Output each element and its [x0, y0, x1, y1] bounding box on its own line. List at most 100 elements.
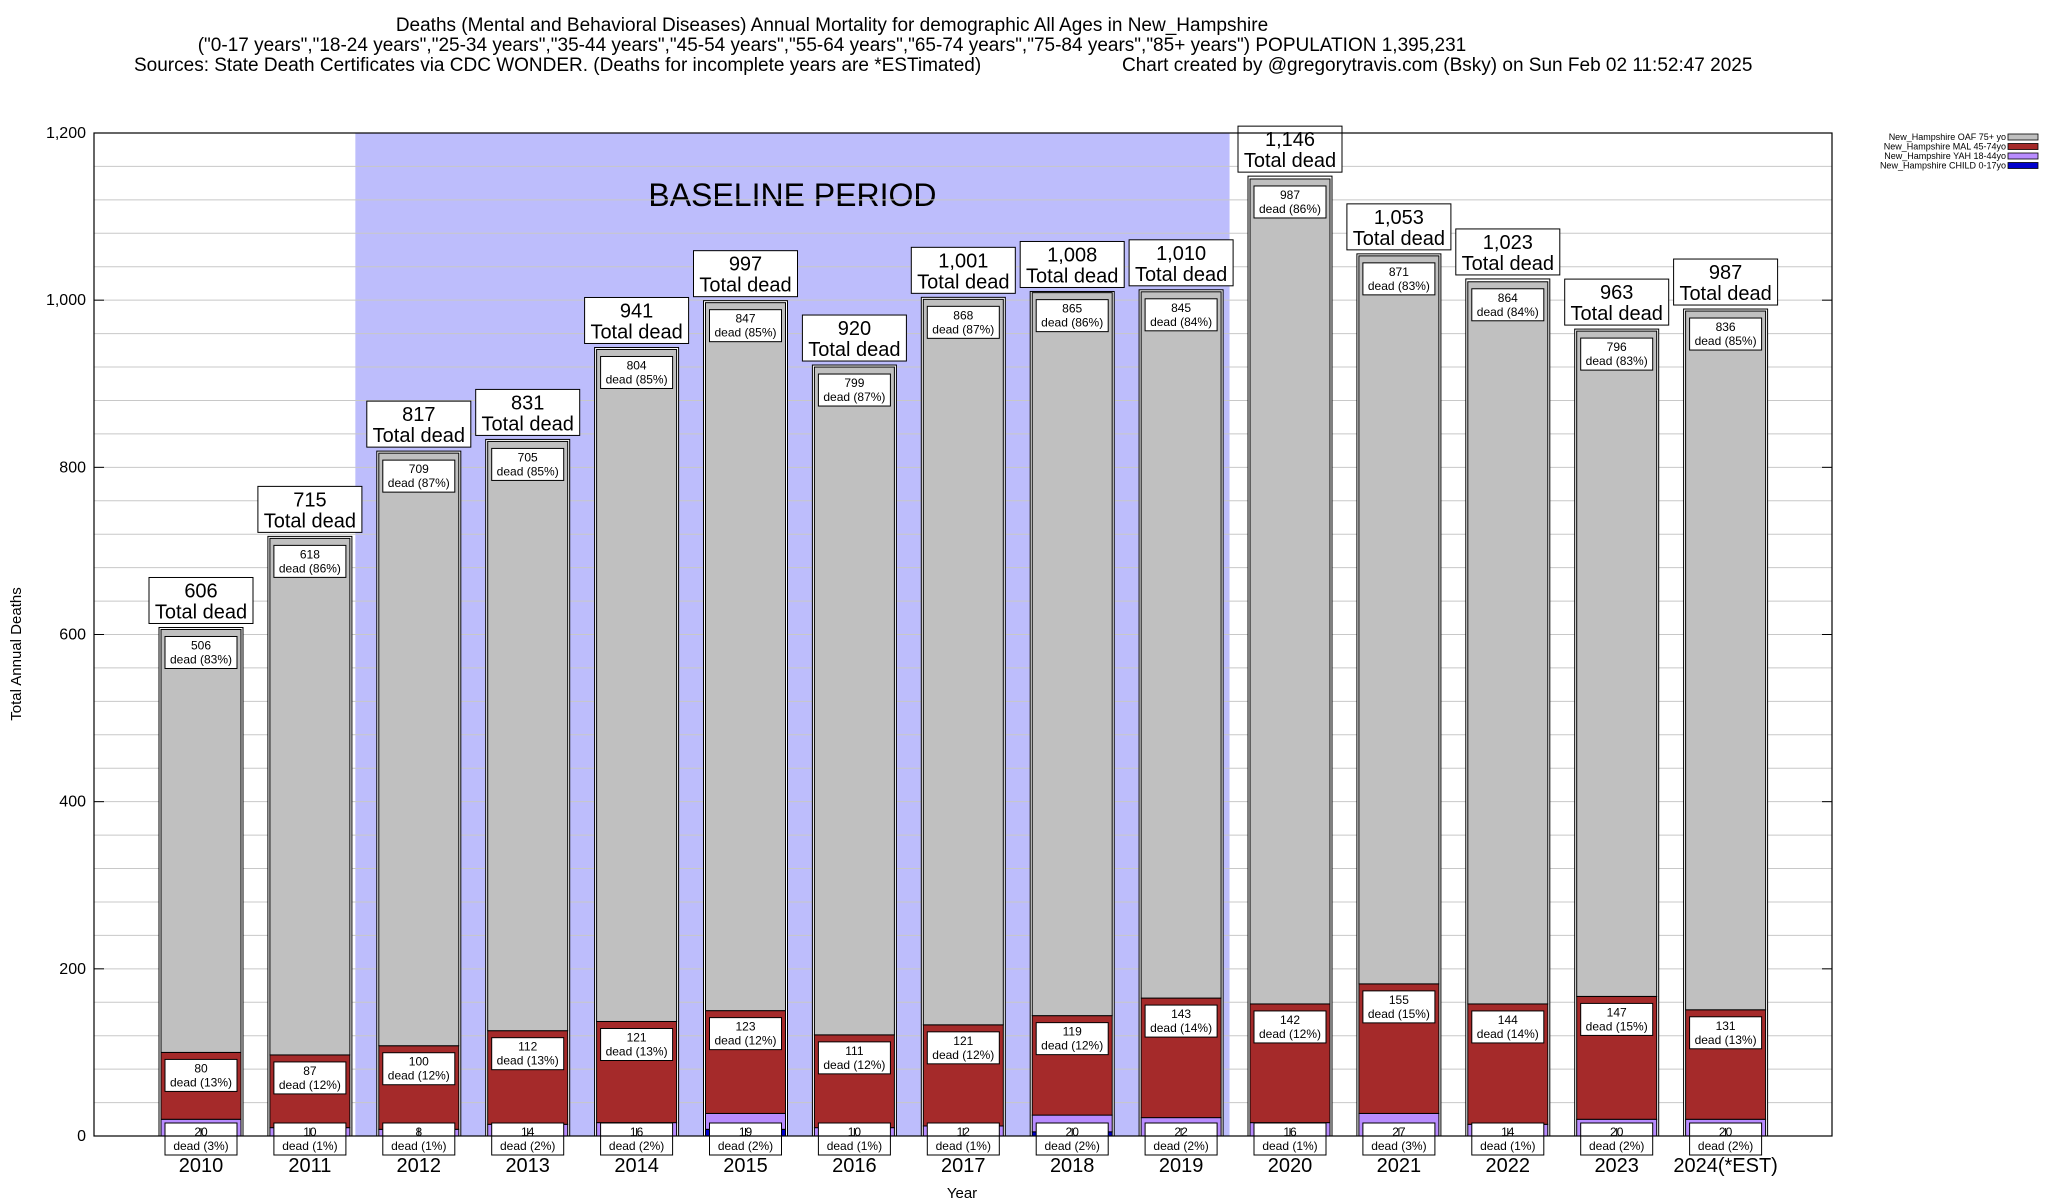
- segment-label-percent: dead (12%): [1041, 1039, 1103, 1053]
- total-label-box: [801, 314, 907, 362]
- total-label-value: 920: [838, 318, 871, 340]
- segment-label-percent: dead (2%): [609, 1139, 664, 1153]
- segment-label-percent: dead (1%): [936, 1139, 991, 1153]
- segment-label-percent: dead (2%): [1698, 1139, 1753, 1153]
- plot-area: BASELINE PERIOD 0 200 400 600 800 1,000 1,200 20…: [46, 125, 1833, 1177]
- segment-label-percent: dead (2%): [1589, 1139, 1644, 1153]
- legend-swatch: [2007, 133, 2039, 141]
- x-tick-label: 2018: [1050, 1155, 1095, 1177]
- segment-label-value: 506: [191, 638, 211, 652]
- segment-label-box: [1471, 288, 1545, 322]
- chart-title: Deaths (Mental and Behavioral Diseases) …: [134, 15, 1752, 76]
- total-label-box: [1128, 239, 1234, 287]
- segment-label-percent: dead (86%): [1041, 316, 1103, 330]
- segment-label-value: 80: [194, 1061, 208, 1075]
- x-tick-label: 2013: [505, 1155, 550, 1177]
- total-label-box: [1564, 278, 1670, 326]
- segment-label-percent: dead (85%): [1695, 334, 1757, 348]
- segment-label-box: [1253, 1010, 1327, 1044]
- segment-label-percent: dead (12%): [714, 1034, 776, 1048]
- segment-label-value: 705: [518, 450, 538, 464]
- segment-label-percent: dead (83%): [1586, 354, 1648, 368]
- segment-label-value: 709: [409, 462, 429, 476]
- x-tick-label: 2016: [832, 1155, 877, 1177]
- segment-label-value: 871: [1389, 265, 1409, 279]
- segment-label-percent: dead (2%): [718, 1139, 773, 1153]
- segment-label-percent: dead (87%): [932, 322, 994, 336]
- title-line-1: Deaths (Mental and Behavioral Diseases) …: [396, 15, 1268, 36]
- segment-label-percent: dead (85%): [606, 372, 668, 386]
- bar-segment: [922, 298, 1004, 1026]
- segment-label-value: 799: [844, 376, 864, 390]
- segment-label-box: [164, 1058, 238, 1092]
- segment-label-box: [926, 305, 1000, 339]
- x-tick-label: 2021: [1377, 1155, 1422, 1177]
- total-label-box: [1673, 258, 1779, 306]
- x-tick-label: 2017: [941, 1155, 986, 1177]
- segment-label-percent: dead (86%): [279, 561, 341, 575]
- segment-label-value: 864: [1498, 291, 1518, 305]
- legend-swatch: [2007, 152, 2039, 160]
- segment-label-percent: dead (13%): [497, 1054, 559, 1068]
- segment-label-value: 144: [1498, 1013, 1518, 1027]
- total-label-caption: Total dead: [1679, 283, 1771, 305]
- total-label-box: [1237, 125, 1343, 173]
- total-label-caption: Total dead: [1026, 265, 1118, 287]
- total-label-box: [1019, 240, 1125, 288]
- x-tick-label: 2023: [1594, 1155, 1639, 1177]
- bar-segment: [1249, 178, 1331, 1005]
- segment-label-value: 618: [300, 547, 320, 561]
- segment-label-box: [1144, 1004, 1218, 1038]
- x-axis-label: Year: [947, 1185, 977, 1200]
- legend-swatch: [2007, 143, 2039, 150]
- total-label-value: 997: [729, 254, 762, 276]
- segment-label-percent: dead (15%): [1586, 1019, 1648, 1033]
- bar-segment: [269, 537, 351, 1056]
- segment-label-percent: dead (87%): [388, 476, 450, 490]
- segment-label-value: 142: [1280, 1013, 1300, 1027]
- segment-label-percent: dead (84%): [1150, 315, 1212, 329]
- y-axis-label: Total Annual Deaths: [8, 587, 25, 720]
- segment-label-box: [1689, 1016, 1763, 1050]
- bar-segment: [1140, 291, 1222, 999]
- segment-label-percent: dead (2%): [1045, 1139, 1100, 1153]
- x-tick-label: 2024(*EST): [1673, 1155, 1778, 1177]
- segment-label-percent: dead (83%): [1368, 279, 1430, 293]
- segment-label-box: [817, 373, 891, 407]
- legend-entry-label: New_Hampshire CHILD 0-17yo: [1880, 161, 2006, 171]
- bar-segment: [813, 366, 895, 1036]
- segment-label-percent: dead (12%): [823, 1058, 885, 1072]
- total-label-value: 941: [620, 300, 653, 322]
- segment-label-value: 143: [1171, 1007, 1191, 1021]
- segment-label-value: 131: [1716, 1019, 1736, 1033]
- bar-segment: [378, 452, 460, 1047]
- total-label-box: [1455, 228, 1561, 276]
- x-tick-label: 2015: [723, 1155, 768, 1177]
- segment-label-value: 804: [627, 358, 647, 372]
- y-tick-label: 400: [59, 794, 86, 811]
- total-label-box: [475, 388, 581, 436]
- segment-label-value: 119: [1063, 1025, 1082, 1039]
- segment-label-percent: dead (12%): [279, 1078, 341, 1092]
- legend-swatch: [2007, 162, 2039, 169]
- segment-label-box: [600, 355, 674, 389]
- total-label-value: 963: [1600, 282, 1633, 304]
- segment-label-value: 112: [518, 1040, 537, 1054]
- segment-label-percent: dead (2%): [1153, 1139, 1208, 1153]
- segment-label-box: [273, 544, 347, 578]
- bar-segment: [596, 348, 678, 1022]
- bar-segment: [1576, 330, 1658, 997]
- total-label-caption: Total dead: [808, 339, 900, 361]
- segment-label-percent: dead (12%): [932, 1048, 994, 1062]
- total-label-box: [366, 400, 472, 448]
- segment-label-value: 868: [953, 308, 973, 322]
- segment-label-percent: dead (12%): [388, 1069, 450, 1083]
- total-label-value: 1,008: [1047, 244, 1097, 266]
- x-tick-label: 2014: [614, 1155, 659, 1177]
- total-label-box: [584, 296, 690, 344]
- segment-label-box: [926, 1031, 1000, 1065]
- x-tick-label: 2010: [179, 1155, 224, 1177]
- segment-label-box: [709, 1017, 782, 1051]
